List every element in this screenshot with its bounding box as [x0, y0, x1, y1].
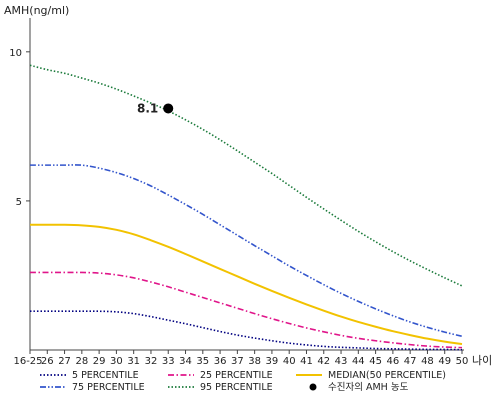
x-axis-title: 나이 [472, 354, 492, 367]
legend-label: 5 PERCENTILE [72, 370, 139, 381]
series-line-25-percentile [30, 271, 463, 349]
series-line-75-percentile [30, 164, 463, 338]
x-tick-label: 49 [438, 356, 451, 367]
x-tick-label: 40 [283, 356, 296, 367]
legend-label: 75 PERCENTILE [72, 382, 145, 393]
marker-group: 8.1 [137, 101, 174, 115]
y-axis-title: AMH(ng/ml) [4, 4, 69, 17]
x-tick-label: 42 [317, 356, 330, 367]
x-tick-label: 34 [179, 356, 192, 367]
x-tick-label: 44 [352, 356, 365, 367]
x-tick-label: 30 [110, 356, 123, 367]
x-tick-label: 26 [41, 356, 54, 367]
x-tick-label: 43 [335, 356, 348, 367]
legend-label: 95 PERCENTILE [200, 382, 273, 393]
legend-marker-label: 수진자의 AMH 농도 [328, 382, 409, 393]
y-ticks: 5 10 [9, 48, 30, 208]
legend-marker-swatch [309, 383, 317, 391]
x-tick-label: 27 [58, 356, 71, 367]
legend: 5 PERCENTILE 25 PERCENTILE MEDIAN(50 PERCE… [40, 370, 446, 393]
y-tick-label: 10 [9, 48, 22, 59]
series-lines [29, 64, 463, 351]
axes [29, 18, 464, 351]
x-tick-label: 47 [404, 356, 417, 367]
series-line-95-percentile [29, 64, 463, 287]
legend-label: MEDIAN(50 PERCENTILE) [328, 370, 446, 381]
x-tick-label: 46 [387, 356, 400, 367]
x-tick-label: 28 [75, 356, 88, 367]
x-tick-label: 31 [127, 356, 140, 367]
patient-amh-marker [163, 103, 174, 114]
series-line-5-percentile [30, 310, 463, 351]
x-tick-label: 36 [214, 356, 227, 367]
x-tick-label: 41 [300, 356, 313, 367]
x-tick-label: 29 [93, 356, 106, 367]
x-tick-label: 35 [196, 356, 209, 367]
x-tick-label: 39 [266, 356, 279, 367]
x-tick-label: 16-25 [13, 356, 42, 367]
x-tick-label: 50 [456, 356, 469, 367]
y-tick-label: 5 [16, 197, 22, 208]
x-tick-label: 45 [369, 356, 382, 367]
series-line-median-50-percentile [30, 223, 463, 346]
x-tick-label: 38 [248, 356, 261, 367]
x-tick-label: 37 [231, 356, 244, 367]
marker-value-label: 8.1 [137, 101, 158, 115]
x-tick-label: 32 [145, 356, 158, 367]
legend-label: 25 PERCENTILE [200, 370, 273, 381]
x-tick-label: 48 [421, 356, 434, 367]
x-tick-label: 33 [162, 356, 175, 367]
